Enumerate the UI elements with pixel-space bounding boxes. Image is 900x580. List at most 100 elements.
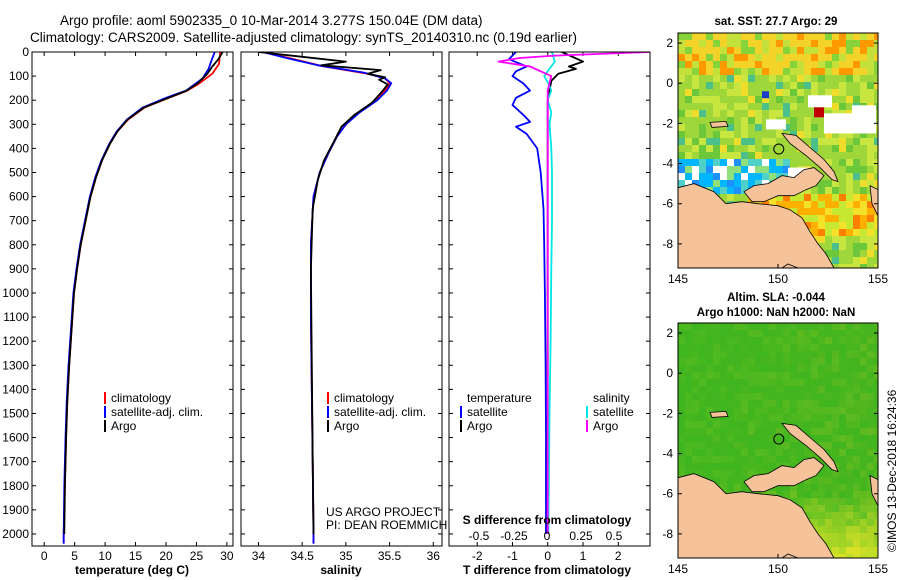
sst-cell (867, 145, 875, 153)
sla-cell (678, 337, 686, 345)
sla-cell (853, 491, 861, 499)
sst-cell (867, 201, 875, 209)
sst-cell (860, 68, 868, 76)
sst-cell (818, 180, 826, 188)
sla-cell (706, 442, 714, 450)
sst-cell (685, 138, 693, 146)
sla-cell (783, 393, 791, 401)
sst-cell (734, 166, 742, 174)
sst-cell (769, 82, 777, 90)
sst-cell (769, 47, 777, 55)
sla-cell (727, 421, 735, 429)
sst-cell (699, 166, 707, 174)
sst-cell (846, 222, 854, 230)
sla-cell (720, 330, 728, 338)
sst-cell (692, 145, 700, 153)
sla-cell (748, 358, 756, 366)
sst-cell (846, 257, 854, 265)
sla-cell (853, 421, 861, 429)
sla-cell (853, 351, 861, 359)
sla-cell (755, 330, 763, 338)
sla-cell (825, 323, 833, 331)
sla-cell (804, 428, 812, 436)
sla-cell (741, 442, 749, 450)
sla-cell (678, 393, 686, 401)
sla-cell (762, 463, 770, 471)
sla-cell (678, 351, 686, 359)
sla-cell (818, 421, 826, 429)
sla-cell (678, 330, 686, 338)
sla-cell (846, 449, 854, 457)
sla-cell (867, 428, 875, 436)
sla-cell (860, 449, 868, 457)
sst-cell (874, 243, 878, 251)
sst-cell (832, 152, 840, 160)
sst-cell (867, 243, 875, 251)
sla-cell (832, 337, 840, 345)
sla-cell (790, 323, 798, 331)
sla-cell (853, 379, 861, 387)
sst-cell (699, 75, 707, 83)
sla-cell (692, 330, 700, 338)
sla-cell (706, 393, 714, 401)
sst-cell (678, 75, 686, 83)
sst-cell (783, 33, 791, 41)
sla-cell (825, 407, 833, 415)
sla-cell (811, 414, 819, 422)
sla-cell (783, 407, 791, 415)
sla-cell (846, 421, 854, 429)
sst-cell (699, 82, 707, 90)
sla-cell (769, 456, 777, 464)
sla-cell (818, 484, 826, 492)
sst-cell (678, 180, 686, 188)
sla-cell (720, 470, 728, 478)
sst-cell (776, 82, 784, 90)
land-polygon (781, 553, 799, 558)
sst-cell (720, 47, 728, 55)
sst-cell (762, 40, 770, 48)
sst-cell (685, 89, 693, 97)
sla-cell (713, 400, 721, 408)
sla-cell (867, 400, 875, 408)
difference-top-axis-ticks: -0.5 -0.25 0 0.25 0.5 (469, 529, 623, 543)
sst-cell (804, 33, 812, 41)
sla-cell (755, 449, 763, 457)
sla-cell (839, 386, 847, 394)
sla-cell (706, 372, 714, 380)
sla-cell (727, 449, 735, 457)
sla-cell (713, 351, 721, 359)
sst-cell (699, 131, 707, 139)
sla-cell (769, 351, 777, 359)
sst-cell (720, 173, 728, 181)
sla-cell (741, 435, 749, 443)
sst-cell (727, 131, 735, 139)
sla-cell (741, 463, 749, 471)
sst-cell (783, 194, 791, 202)
sla-cell (699, 337, 707, 345)
sst-cell (825, 194, 833, 202)
sla-cell (839, 393, 847, 401)
map-x-tick-label: 155 (868, 272, 888, 286)
s-diff-tick: 0.25 (569, 529, 593, 543)
sla-cell (867, 344, 875, 352)
sst-cell (797, 89, 805, 97)
sla-cell (811, 519, 819, 527)
sst-cell (811, 131, 819, 139)
sst-cell (699, 47, 707, 55)
salinity-line-climatology (262, 52, 391, 544)
sst-cell (846, 145, 854, 153)
sst-cell (748, 54, 756, 62)
sst-cell (734, 33, 742, 41)
depth-tick-label: 1300 (2, 358, 29, 372)
sla-cell (867, 484, 875, 492)
sst-cell (692, 131, 700, 139)
sst-cell (769, 96, 777, 104)
sla-cell (692, 379, 700, 387)
sst-cell (692, 61, 700, 69)
legend-s-argo: Argo (593, 419, 619, 433)
sst-cell (741, 82, 749, 90)
sla-cell (790, 379, 798, 387)
sla-cell (818, 323, 826, 331)
sst-cell (825, 215, 833, 223)
